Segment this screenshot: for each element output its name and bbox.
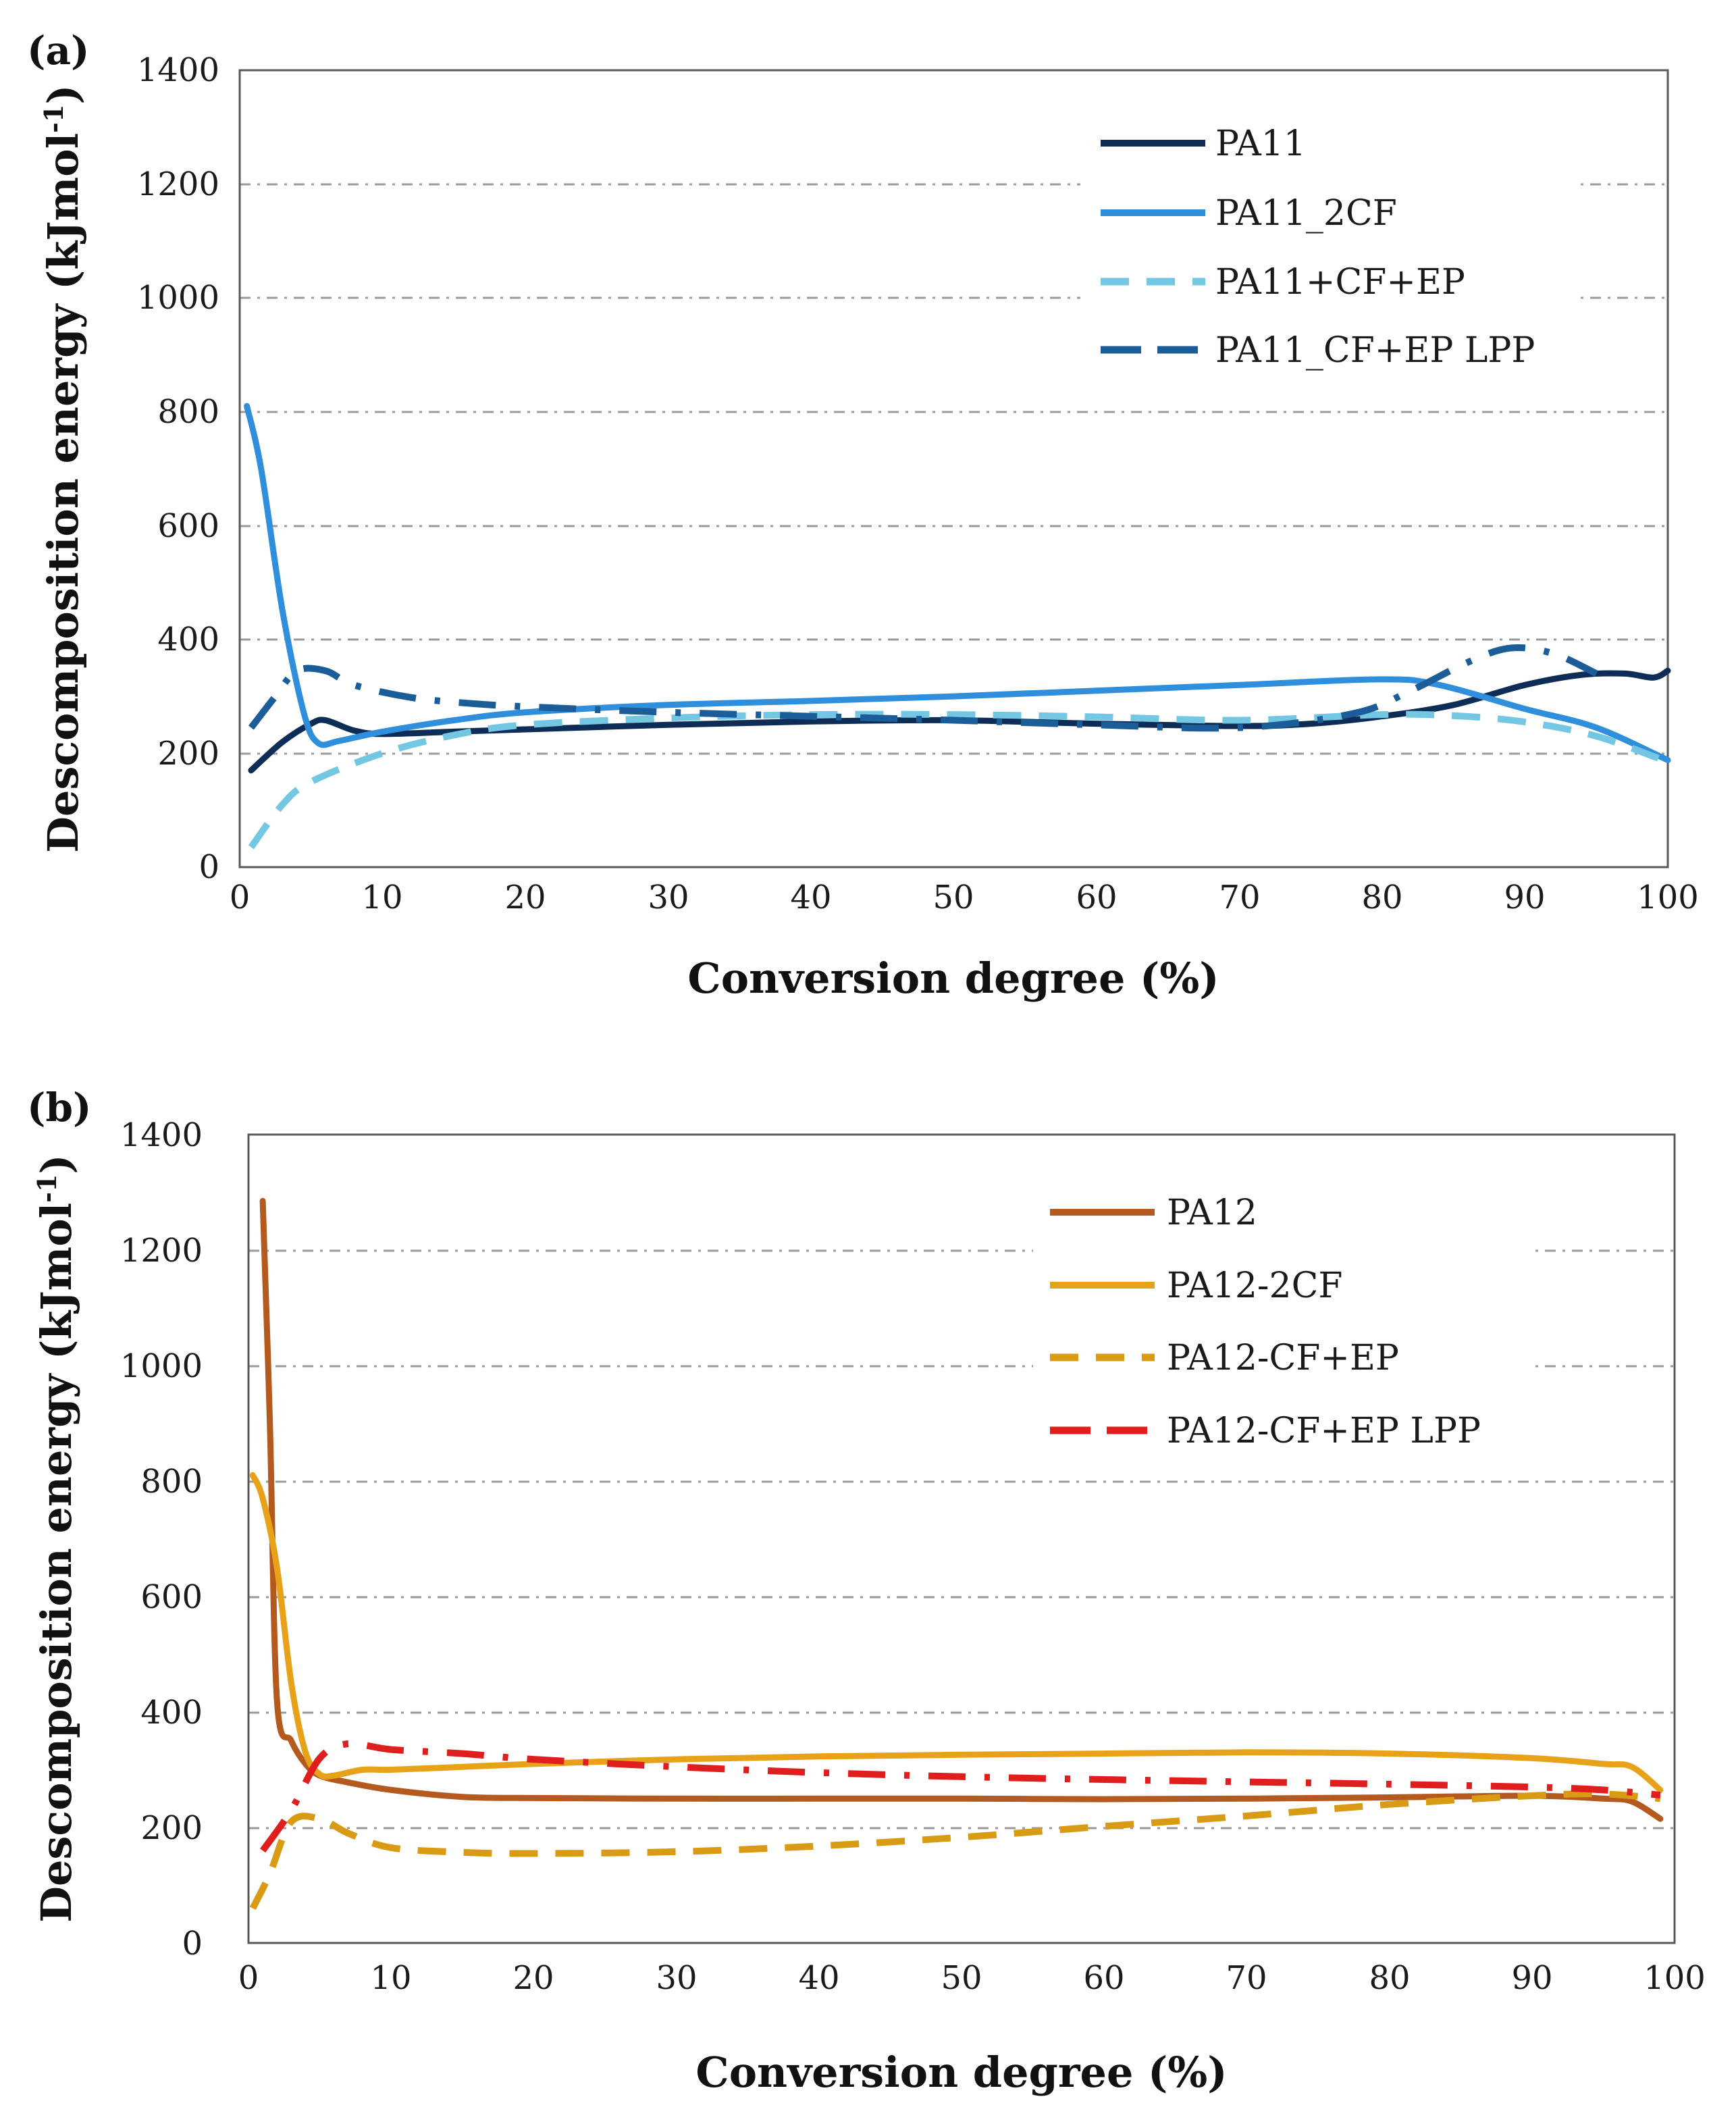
panel-a-xtick-100: 100	[1637, 879, 1699, 916]
panel-b-legend-label-pa12-cf-ep: PA12-CF+EP	[1167, 1338, 1399, 1378]
panel-b-ytick-1000: 1000	[120, 1347, 203, 1385]
panel-b-series-pa12	[259, 1197, 1664, 1822]
panel-b-x-ticks: 0 10 20 30 40 50 60 70 80 90 100	[238, 1959, 1706, 1997]
panel-b-xtick-30: 30	[656, 1959, 697, 1997]
panel-b-xtick-60: 60	[1083, 1959, 1124, 1997]
panel-b-xtick-90: 90	[1511, 1959, 1552, 1997]
panel-b-plot-frame	[247, 1133, 1676, 1944]
panel-a-ytick-600: 600	[157, 507, 219, 545]
panel-b-x-axis-title: Conversion degree (%)	[695, 2048, 1227, 2097]
panel-b-label: (b)	[27, 1085, 91, 1131]
panel-a: (a) 0 200 400 600 800 1000 1200 1400 0 1…	[27, 28, 1699, 1003]
panel-a-y-axis-title: Descomposition energy (kJmol-1)	[38, 84, 88, 853]
panel-b-y-axis-title: Descomposition energy (kJmol-1)	[32, 1154, 82, 1923]
panel-a-y-ticks: 0 200 400 600 800 1000 1200 1400	[137, 51, 219, 886]
panel-b-ytick-800: 800	[140, 1463, 203, 1501]
panel-a-legend-label-pa11-cf-ep-lpp: PA11_CF+EP LPP	[1215, 330, 1535, 371]
panel-a-label: (a)	[27, 28, 89, 74]
panel-a-ytick-800: 800	[157, 393, 219, 431]
panel-b-ytick-600: 600	[140, 1578, 203, 1616]
panel-b-xtick-80: 80	[1369, 1959, 1410, 1997]
panel-a-xtick-30: 30	[648, 879, 689, 916]
panel-b-xtick-0: 0	[238, 1959, 259, 1997]
panel-a-series-pa11-cf-ep	[248, 710, 1669, 850]
panel-a-x-ticks: 0 10 20 30 40 50 60 70 80 90 100	[230, 879, 1699, 916]
panel-a-y-axis-title-sup: -1	[38, 105, 69, 133]
panel-b-legend-background	[1033, 1168, 1533, 1459]
panel-b-legend: PA12 PA12-2CF PA12-CF+EP PA12-CF+EP LPP	[1050, 1193, 1481, 1451]
panel-a-xtick-60: 60	[1076, 879, 1117, 916]
panel-a-xtick-0: 0	[230, 879, 251, 916]
panel-a-legend-label-pa11-cf-ep: PA11+CF+EP	[1215, 262, 1465, 303]
panel-a-plot-frame	[238, 69, 1669, 868]
panel-b-y-axis-title-sup: -1	[32, 1174, 62, 1203]
panel-a-ytick-400: 400	[157, 621, 219, 658]
panel-b-y-ticks: 0 200 400 600 800 1000 1200 1400	[120, 1116, 203, 1963]
panel-b-legend-label-pa12-2cf: PA12-2CF	[1167, 1266, 1342, 1306]
panel-a-ytick-200: 200	[157, 735, 219, 773]
panel-b-legend-label-pa12-cf-ep-lpp: PA12-CF+EP LPP	[1167, 1411, 1481, 1451]
panel-a-series-pa11-cf-ep-lpp	[248, 644, 1598, 732]
panel-b-ytick-200: 200	[140, 1809, 203, 1847]
panel-a-legend-background	[1080, 108, 1580, 392]
panel-a-ytick-1000: 1000	[137, 279, 219, 317]
panel-b-y-axis-title-close: )	[32, 1154, 81, 1174]
panel-a-xtick-50: 50	[932, 879, 974, 916]
panel-a-xtick-90: 90	[1504, 879, 1545, 916]
panel-a-legend-label-pa11: PA11	[1215, 124, 1306, 164]
panel-a-xtick-40: 40	[790, 879, 831, 916]
panel-a-legend-label-pa11-2cf: PA11_2CF	[1215, 193, 1397, 234]
panel-b-series-pa12-cf-ep-lpp	[260, 1740, 1661, 1853]
panel-b-xtick-40: 40	[798, 1959, 839, 1997]
panel-a-xtick-20: 20	[504, 879, 546, 916]
panel-a-ytick-0: 0	[199, 848, 219, 886]
panel-b-xtick-100: 100	[1643, 1959, 1706, 1997]
panel-b-ytick-0: 0	[182, 1925, 203, 1963]
panel-b-y-axis-title-main: Descomposition energy (kJmol	[32, 1203, 81, 1923]
panel-a-series	[244, 403, 1671, 850]
panel-a-y-axis-title-close: )	[38, 84, 88, 104]
panel-b-series-pa12-cf-ep	[249, 1790, 1661, 1910]
panel-b-xtick-20: 20	[512, 1959, 554, 1997]
panel-a-ytick-1400: 1400	[137, 51, 219, 89]
panel-b-series	[249, 1197, 1664, 1910]
panel-b-xtick-10: 10	[370, 1959, 411, 1997]
panel-a-xtick-10: 10	[361, 879, 402, 916]
panel-a-legend: PA11 PA11_2CF PA11+CF+EP PA11_CF+EP LPP	[1101, 124, 1535, 371]
panel-b-legend-label-pa12: PA12	[1167, 1193, 1257, 1233]
panel-b-ytick-1400: 1400	[120, 1116, 203, 1154]
panel-b-xtick-70: 70	[1226, 1959, 1267, 1997]
panel-a-ytick-1200: 1200	[137, 165, 219, 203]
panel-b: (b) 0 200 400 600 800 1000 1200 1400 0 1…	[27, 1085, 1706, 2097]
panel-b-xtick-50: 50	[941, 1959, 982, 1997]
panel-b-ytick-400: 400	[140, 1694, 203, 1732]
panel-b-ytick-1200: 1200	[120, 1232, 203, 1270]
panel-a-x-axis-title: Conversion degree (%)	[687, 954, 1219, 1003]
panel-a-y-axis-title-main: Descomposition energy (kJmol	[38, 133, 88, 853]
panel-a-xtick-80: 80	[1361, 879, 1402, 916]
panel-a-xtick-70: 70	[1219, 879, 1260, 916]
panel-b-series-pa12-2cf	[249, 1472, 1664, 1793]
